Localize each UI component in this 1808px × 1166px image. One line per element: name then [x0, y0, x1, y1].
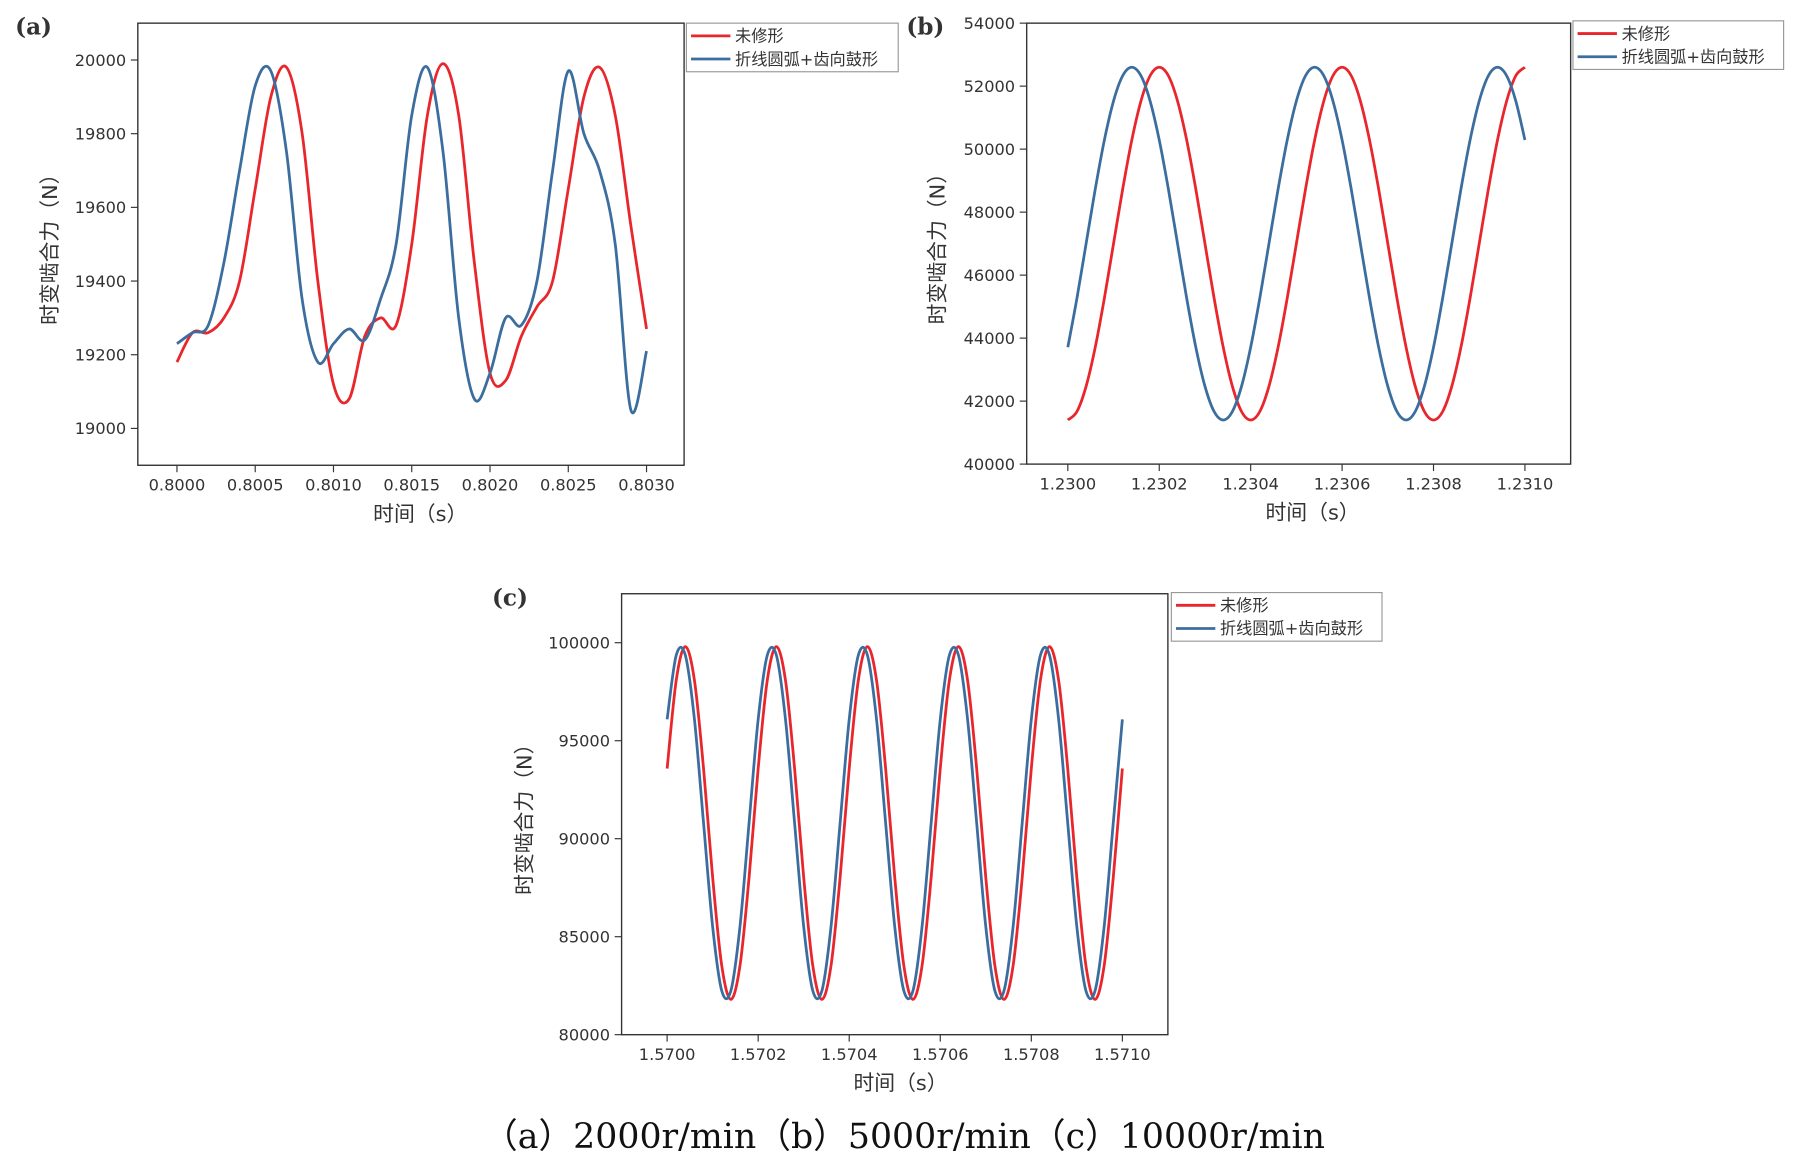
y-tick-label: 90000: [559, 829, 611, 848]
y-tick-label: 46000: [964, 266, 1016, 285]
line-series: [175, 62, 648, 405]
y-tick-label: 95000: [559, 732, 611, 751]
x-tick-label: 0.8005: [227, 476, 284, 495]
y-axis-label: 时变啮合力（N）: [38, 164, 62, 325]
legend-box: [1170, 591, 1383, 642]
y-tick-label: 40000: [964, 455, 1016, 474]
x-axis-label: 时间（s）: [853, 1071, 947, 1095]
y-tick-label: 50000: [964, 140, 1016, 159]
legend-label: 折线圆弧+齿向鼓形: [735, 50, 878, 69]
legend-label: 未修形: [1220, 596, 1269, 615]
x-tick-label: 1.5702: [730, 1045, 787, 1064]
y-tick-label: 100000: [548, 634, 610, 653]
x-tick-label: 0.8025: [540, 476, 597, 495]
x-tick-label: 1.2306: [1314, 475, 1371, 494]
x-tick-label: 1.5708: [1003, 1045, 1060, 1064]
panel-label: (a): [15, 14, 52, 41]
y-tick-label: 44000: [964, 329, 1016, 348]
x-tick-label: 1.5706: [912, 1045, 969, 1064]
x-tick-label: 1.2310: [1497, 475, 1554, 494]
x-tick-label: 0.8010: [305, 476, 362, 495]
y-axis-label: 时变啮合力（N）: [926, 163, 950, 324]
y-tick-label: 52000: [964, 77, 1016, 96]
y-tick-label: 19000: [75, 419, 127, 438]
series-group: [1066, 65, 1527, 422]
x-tick-label: 0.8015: [383, 476, 440, 495]
panel-label: (b): [906, 14, 944, 41]
line-series: [665, 645, 1124, 1001]
x-tick-label: 0.8000: [149, 476, 206, 495]
y-tick-label: 54000: [964, 14, 1016, 33]
legend-label: 未修形: [1622, 24, 1671, 43]
series-group: [665, 645, 1124, 1001]
y-tick-label: 19600: [75, 198, 127, 217]
caption: （a）2000r/min（b）5000r/min（c）10000r/min: [483, 1117, 1325, 1157]
x-tick-label: 0.8030: [618, 476, 675, 495]
y-tick-label: 48000: [964, 203, 1016, 222]
y-axis-label: 时变啮合力（N）: [512, 734, 536, 895]
x-tick-label: 1.5704: [821, 1045, 878, 1064]
y-tick-label: 19800: [75, 124, 127, 143]
y-tick-label: 19200: [75, 346, 127, 365]
plot-frame: [137, 22, 685, 466]
x-tick-label: 1.2300: [1040, 475, 1097, 494]
panel-label: (c): [492, 584, 528, 611]
x-axis-label: 时间（s）: [1265, 501, 1359, 525]
y-tick-label: 19400: [75, 272, 127, 291]
y-tick-label: 85000: [559, 927, 611, 946]
x-tick-label: 1.2304: [1222, 475, 1279, 494]
x-tick-label: 1.5710: [1094, 1045, 1151, 1064]
y-tick-label: 80000: [559, 1025, 611, 1044]
x-tick-label: 1.2302: [1131, 475, 1188, 494]
plot-frame: [620, 593, 1169, 1036]
y-tick-label: 42000: [964, 392, 1016, 411]
x-tick-label: 1.2308: [1405, 475, 1462, 494]
legend-label: 折线圆弧+齿向鼓形: [1622, 47, 1765, 66]
x-tick-label: 0.8020: [462, 476, 519, 495]
legend-box: [685, 22, 899, 73]
x-tick-label: 1.5700: [639, 1045, 696, 1064]
x-axis-label: 时间（s）: [373, 502, 467, 526]
line-series: [1066, 65, 1526, 422]
legend-box: [1572, 20, 1785, 71]
legend-label: 折线圆弧+齿向鼓形: [1220, 619, 1363, 638]
line-series: [176, 64, 648, 415]
series-group: [175, 62, 648, 415]
y-tick-label: 20000: [75, 51, 127, 70]
line-series: [665, 645, 1124, 1001]
plot-frame: [1025, 22, 1572, 465]
line-series: [1066, 65, 1527, 422]
legend-label: 未修形: [735, 27, 784, 46]
